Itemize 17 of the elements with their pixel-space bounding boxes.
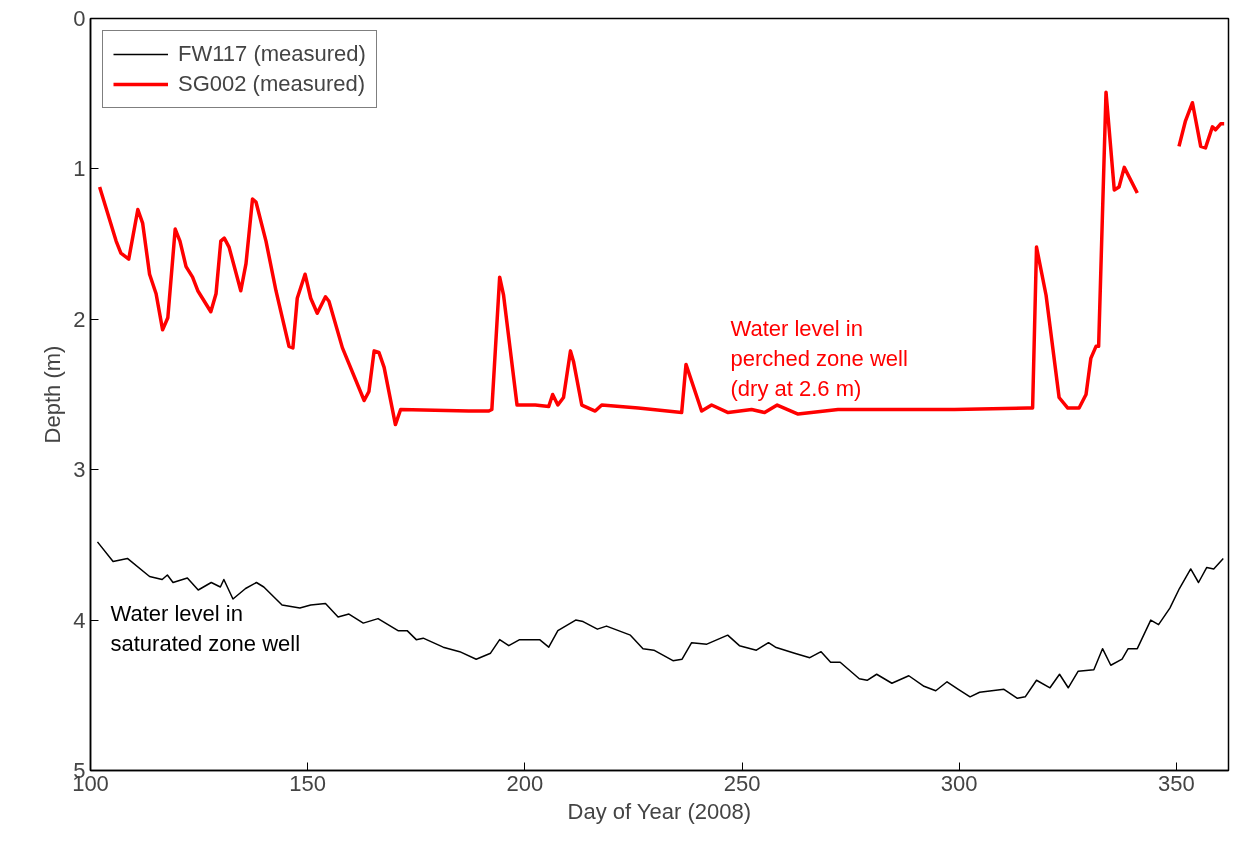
annotation: Water level in saturated zone well <box>110 600 301 656</box>
line-series <box>96 541 1225 700</box>
x-tick-label: 250 <box>723 770 761 796</box>
x-tick-label: 150 <box>289 770 327 796</box>
y-tick-label: 1 <box>73 156 86 182</box>
y-tick-label: 0 <box>73 6 86 31</box>
x-tick-label: 300 <box>940 770 978 796</box>
x-tick-label: 200 <box>506 770 544 796</box>
annotation: Water level in perched zone well (dry at 2.6 m) <box>730 315 908 401</box>
y-tick-label: 4 <box>73 607 86 633</box>
y-axis-title: Depth (m) <box>40 345 66 444</box>
legend-label: SG002 (measured) <box>178 71 366 97</box>
x-tick-label: 350 <box>1158 770 1195 796</box>
x-axis-title: Day of Year (2008) <box>567 798 752 824</box>
legend-label: FW117 (measured) <box>178 41 366 67</box>
y-tick-label: 2 <box>73 306 86 332</box>
y-tick-label: 3 <box>73 457 86 483</box>
